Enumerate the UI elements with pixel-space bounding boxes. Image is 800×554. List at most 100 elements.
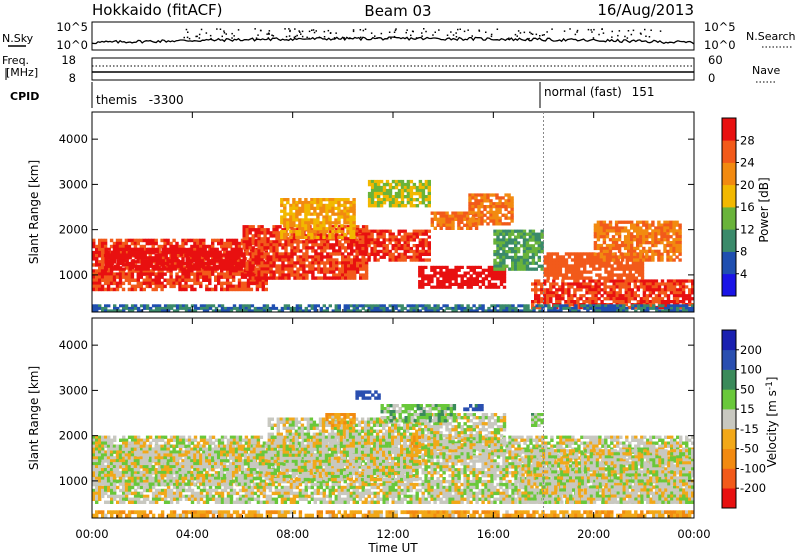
heatmap-cell (373, 304, 377, 308)
heatmap-cell (555, 294, 559, 298)
heatmap-cell (639, 255, 643, 259)
heatmap-cell (242, 231, 246, 235)
heatmap-cell (663, 300, 668, 304)
heatmap-cell (220, 272, 224, 276)
heatmap-cell (570, 273, 575, 277)
heatmap-cell (487, 285, 492, 289)
heatmap-cell (243, 284, 248, 289)
heatmap-cell (409, 258, 413, 262)
nsearch-point (624, 35, 626, 38)
heatmap-cell (654, 285, 659, 289)
heatmap-cell (263, 261, 267, 265)
heatmap-cell (160, 309, 165, 313)
heatmap-cell (92, 281, 96, 286)
heatmap-cell (675, 238, 679, 242)
heatmap-cell (613, 304, 617, 308)
heatmap-cell (403, 306, 407, 310)
heatmap-cell (586, 306, 590, 310)
heatmap-cell (394, 185, 399, 190)
heatmap-cell (567, 288, 571, 292)
heatmap-cell (502, 238, 506, 242)
heatmap-cell (148, 284, 152, 289)
heatmap-cell (546, 276, 550, 280)
heatmap-cell (100, 257, 105, 261)
heatmap-cell (599, 232, 604, 236)
heatmap-cell (516, 250, 521, 254)
heatmap-cell (619, 264, 623, 268)
heatmap-cell (628, 264, 632, 268)
freq-label-line1: Freq. (2, 54, 29, 67)
heatmap-cell (347, 243, 351, 247)
heatmap-cell (487, 265, 492, 269)
heatmap-cell (215, 267, 219, 271)
heatmap-cell (257, 246, 261, 250)
heatmap-cell (233, 250, 237, 254)
heatmap-cell (520, 304, 524, 308)
heatmap-cell (487, 271, 492, 275)
heatmap-cell (633, 252, 637, 256)
heatmap-cell (588, 297, 592, 301)
heatmap-cell (338, 243, 342, 247)
heatmap-cell (573, 282, 577, 286)
heatmap-cell (648, 249, 652, 253)
heatmap-cell (260, 240, 264, 244)
heatmap-cell (451, 309, 455, 313)
heatmap-cell (421, 232, 425, 236)
heatmap-cell (322, 221, 326, 225)
heatmap-cell (511, 304, 515, 308)
heatmap-cell (140, 250, 144, 254)
heatmap-cell (116, 261, 120, 266)
heatmap-cell (688, 297, 692, 301)
heatmap-cell (451, 211, 455, 215)
heatmap-cell (167, 264, 171, 268)
heatmap-cell (101, 309, 105, 313)
heatmap-cell (314, 276, 318, 280)
heatmap-cell (620, 243, 625, 248)
heatmap-cell (605, 258, 610, 262)
heatmap-cell (499, 267, 503, 271)
heatmap-cell (106, 250, 111, 255)
heatmap-cell (418, 255, 422, 259)
heatmap-cell (400, 252, 404, 256)
heatmap-cell (593, 258, 598, 262)
heatmap-cell (347, 255, 351, 259)
nsearch-point (393, 35, 396, 38)
nsearch-point (467, 29, 469, 31)
heatmap-cell (197, 261, 201, 266)
heatmap-cell (245, 231, 249, 235)
heatmap-cell (347, 270, 351, 274)
heatmap-cell (430, 280, 434, 284)
heatmap-cell (349, 232, 353, 237)
heatmap-cell (95, 500, 99, 504)
nsearch-point (301, 30, 304, 33)
heatmap-cell (625, 261, 629, 265)
nsearch-tick-bottom: 10^0 (704, 38, 736, 52)
heatmap-cell (599, 252, 604, 256)
heatmap-cell (504, 193, 508, 197)
heatmap-cell (663, 294, 668, 298)
heatmap-cell (540, 244, 544, 248)
heatmap-cell (475, 309, 479, 313)
heatmap-cell (181, 269, 185, 273)
heatmap-cell (570, 276, 575, 280)
heatmap-cell (660, 282, 665, 286)
heatmap-cell (137, 267, 141, 271)
heatmap-cell (583, 304, 587, 308)
heatmap-cell (344, 258, 348, 262)
heatmap-cell (157, 497, 162, 501)
heatmap-cell (236, 247, 240, 251)
heatmap-cell (442, 309, 446, 313)
heatmap-cell (630, 297, 634, 301)
heatmap-cell (480, 202, 484, 206)
heatmap-cell (124, 275, 129, 279)
heatmap-cell (359, 261, 363, 265)
heatmap-cell (196, 238, 200, 243)
heatmap-cell (133, 306, 138, 310)
heatmap-cell (654, 243, 658, 248)
heatmap-cell (604, 306, 608, 310)
heatmap-cell (511, 255, 515, 260)
heatmap-cell (205, 306, 210, 310)
heatmap-cell (555, 273, 560, 277)
heatmap-cell (622, 304, 626, 308)
heatmap-cell (98, 485, 102, 490)
